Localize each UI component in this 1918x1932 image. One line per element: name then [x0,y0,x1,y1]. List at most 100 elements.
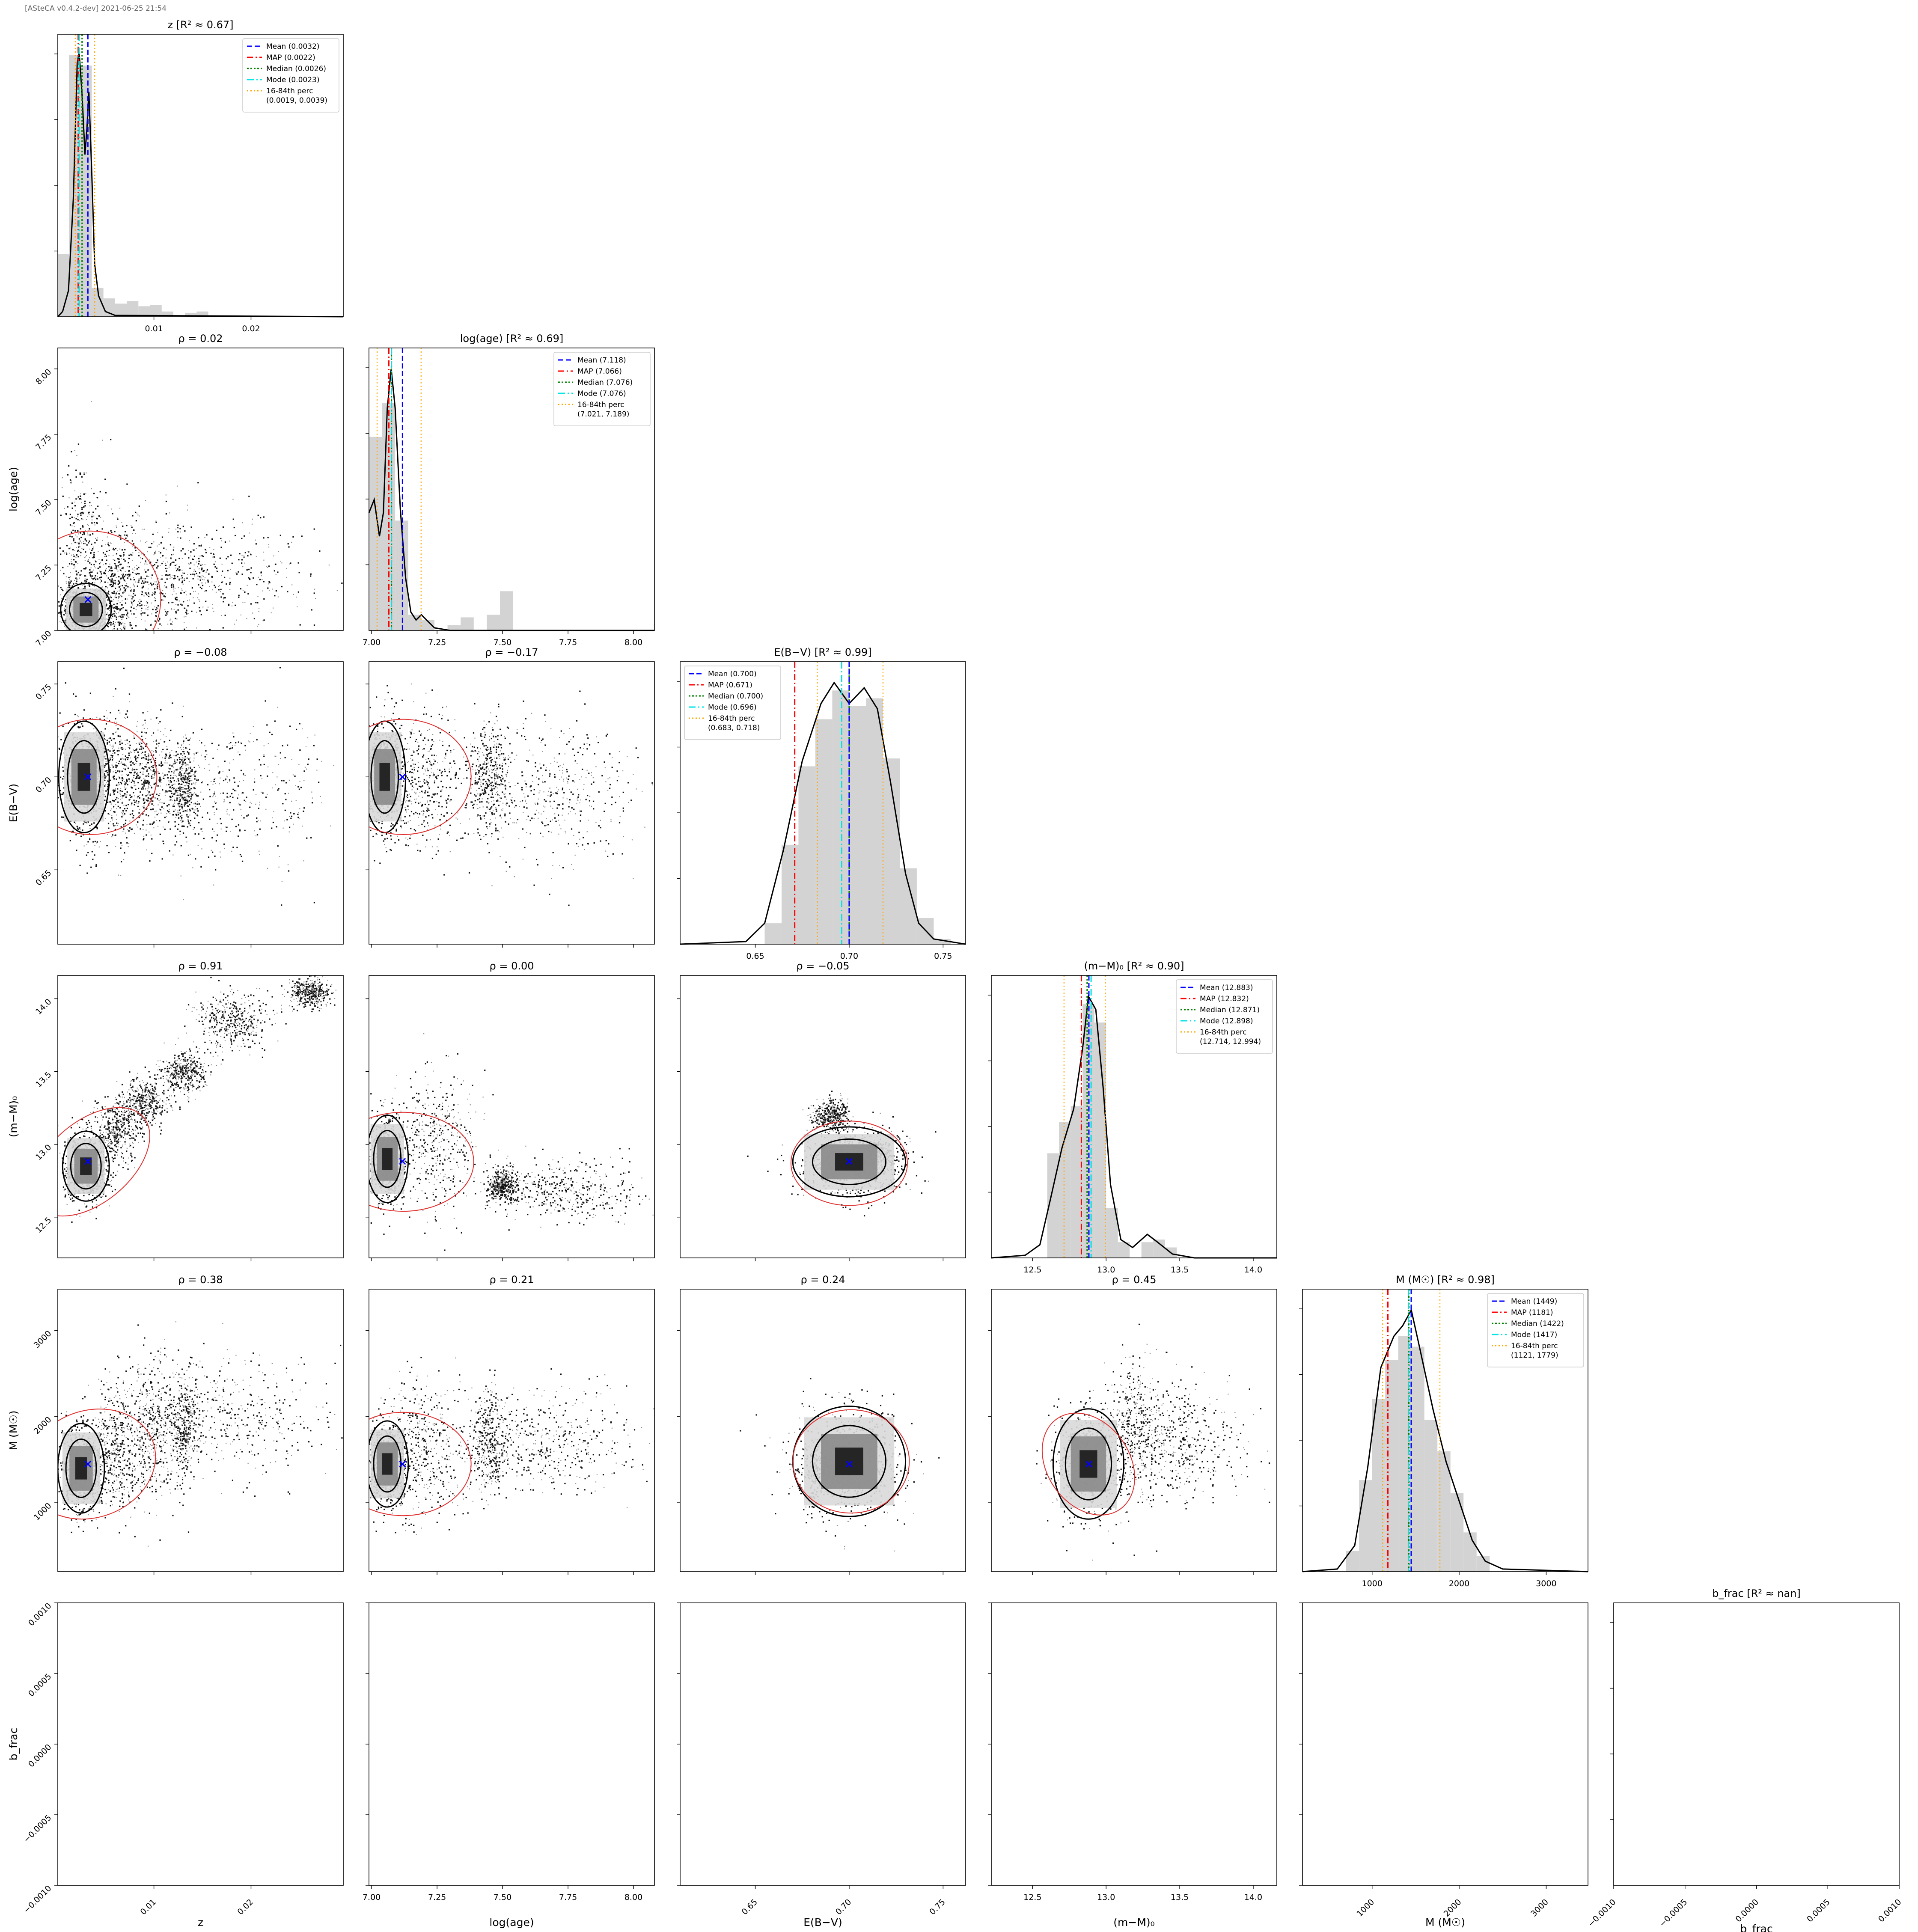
sample-point [221,570,223,572]
sample-point [105,761,107,762]
sample-point [105,563,107,565]
sample-point [185,765,187,767]
sample-point [154,775,155,776]
sample-point [165,500,167,502]
sample-point [109,579,110,581]
sample-point [244,562,245,564]
sample-point [176,754,178,755]
sample-point [161,761,162,763]
sample-point [104,556,105,557]
sample-point [82,584,83,586]
sample-point [145,746,146,747]
sample-point [155,797,156,798]
sample-point [112,600,113,602]
sample-point [263,598,265,600]
sample-point [96,828,98,829]
sample-point [226,558,227,559]
sample-point [137,774,139,776]
sample-point [260,572,262,574]
sample-point [117,805,119,807]
sample-point [233,777,235,779]
sample-point [116,566,117,568]
sample-point [109,563,110,565]
sample-point [84,502,86,505]
sample-point [82,660,83,661]
sample-point [199,767,200,768]
sample-point [142,824,144,826]
sample-point [102,552,104,554]
sample-point [247,555,249,557]
sample-point [163,561,164,562]
sample-point [155,584,156,585]
sample-point [119,743,121,745]
sample-point [178,558,180,559]
sample-point [110,622,112,624]
sample-point [290,562,291,564]
sample-point [252,612,253,614]
sample-point [91,488,92,490]
sample-point [165,756,167,757]
sample-point [141,731,143,733]
sample-point [249,578,251,580]
sample-point [181,577,183,579]
sample-point [172,795,173,797]
sample-point [122,591,124,593]
sample-point [188,557,190,559]
sample-point [202,816,203,818]
sample-point [172,562,174,563]
sample-point [54,624,56,626]
sample-point [218,772,220,774]
sample-point [127,767,129,770]
sample-point [152,800,154,802]
sample-point [134,600,135,601]
sample-point [200,866,202,868]
sample-point [101,559,103,561]
sample-point [240,803,241,805]
sample-point [122,657,123,658]
sample-point [155,666,156,668]
sample-point [184,782,186,783]
sample-point [208,573,210,575]
sample-point [111,613,113,615]
sample-point [120,595,122,596]
sample-point [125,713,127,715]
sample-point [110,595,111,597]
sample-point [140,562,141,563]
sample-point [126,794,128,796]
sample-point [290,812,291,814]
sample-point [182,755,183,756]
sample-point [67,474,69,476]
sample-point [187,605,189,607]
sample-point [106,568,107,569]
sample-point [181,759,183,761]
sample-point [181,814,183,816]
sample-point [143,805,145,807]
sample-point [133,543,134,545]
sample-point [238,596,240,598]
sample-point [128,778,130,780]
sample-point [119,627,121,629]
sample-point [131,555,132,556]
x-tick-label: −0.0005 [1657,1897,1689,1929]
sample-point [145,795,147,797]
sample-point [129,574,131,575]
sample-point [155,562,157,564]
sample-point [105,790,107,792]
sample-point [288,870,290,872]
sample-point [171,609,172,610]
sample-point [175,817,176,818]
sample-point [137,721,138,722]
sample-point [79,865,81,866]
sample-point [123,811,124,813]
sample-point [71,536,73,538]
sample-point [93,515,95,517]
sample-point [71,559,72,560]
sample-point [187,819,188,820]
sample-point [178,757,180,758]
sample-point [158,620,160,622]
sample-point [235,604,236,606]
sample-point [71,517,73,518]
sample-point [154,588,156,590]
sample-point [265,797,267,798]
